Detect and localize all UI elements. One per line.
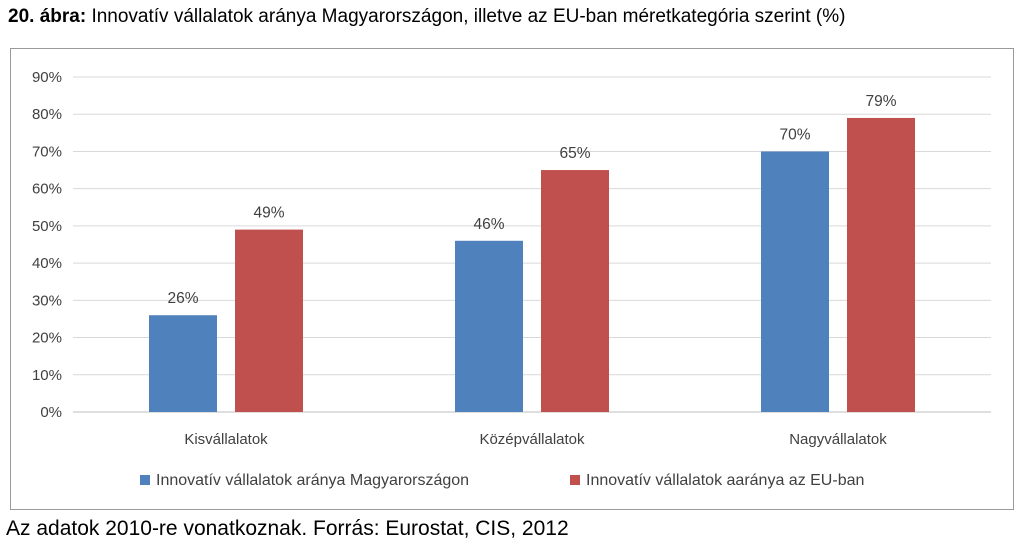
- y-tick-label: 0%: [40, 404, 62, 421]
- figure-number: 20. ábra:: [8, 6, 87, 27]
- data-label: 70%: [779, 126, 810, 143]
- x-category-label: Középvállalatok: [479, 431, 585, 448]
- data-labels: 26% 49% 46% 65% 70% 79%: [167, 93, 896, 307]
- legend: Innovatív vállalatok aránya Magyarország…: [140, 472, 864, 489]
- data-label: 65%: [559, 145, 590, 162]
- x-category-label: Nagyvállalatok: [789, 431, 887, 448]
- data-label: 26%: [167, 290, 198, 307]
- x-category-label: Kisvállalatok: [184, 431, 268, 448]
- gridlines: [73, 76, 991, 413]
- y-tick-label: 10%: [32, 367, 62, 384]
- bar-hungary-2[interactable]: [761, 151, 829, 412]
- data-label: 46%: [473, 216, 504, 233]
- bars: [149, 117, 915, 412]
- bar-hungary-1[interactable]: [455, 240, 523, 412]
- legend-label: Innovatív vállalatok aaránya az EU-ban: [586, 472, 864, 489]
- legend-swatch-hungary: [140, 475, 150, 485]
- y-tick-label: 50%: [32, 218, 62, 235]
- y-tick-label: 60%: [32, 181, 62, 198]
- data-label: 79%: [865, 93, 896, 110]
- source-note: Az adatok 2010-re vonatkoznak. Forrás: E…: [6, 517, 569, 540]
- bar-eu-2[interactable]: [847, 117, 915, 412]
- x-axis: Kisvállalatok Középvállalatok Nagyvállalat…: [184, 431, 887, 448]
- figure-title-text: Innovatív vállalatok aránya Magyarország…: [91, 6, 846, 27]
- bar-hungary-0[interactable]: [149, 315, 217, 412]
- figure-title: 20. ábra: Innovatív vállalatok aránya Ma…: [8, 6, 845, 28]
- y-tick-label: 70%: [32, 143, 62, 160]
- y-tick-label: 90%: [32, 69, 62, 86]
- data-label: 49%: [253, 205, 284, 222]
- legend-label: Innovatív vállalatok aránya Magyarország…: [156, 472, 469, 489]
- y-tick-label: 40%: [32, 255, 62, 272]
- y-tick-label: 80%: [32, 106, 62, 123]
- legend-swatch-eu: [570, 475, 580, 485]
- bar-eu-1[interactable]: [541, 170, 609, 412]
- chart-frame: [10, 48, 1014, 510]
- y-tick-label: 20%: [32, 330, 62, 347]
- y-axis: 0% 10% 20% 30% 40% 50% 60% 70% 80% 90%: [32, 69, 62, 421]
- y-tick-label: 30%: [32, 292, 62, 309]
- bar-eu-0[interactable]: [235, 229, 303, 412]
